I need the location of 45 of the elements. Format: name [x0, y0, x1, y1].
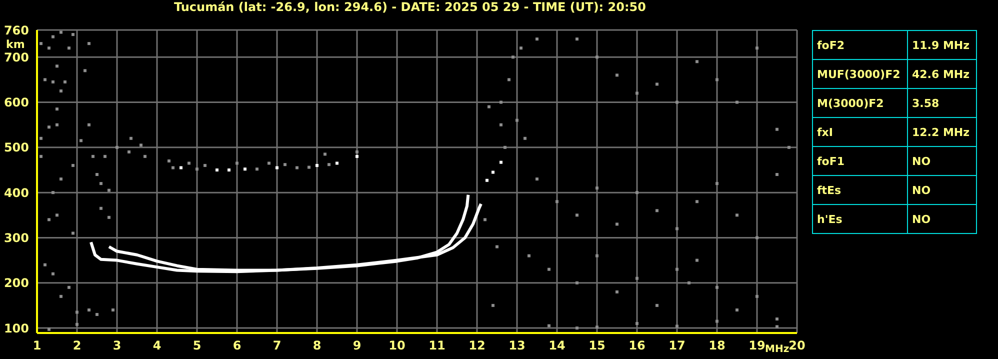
- x-tick-label: 20: [788, 338, 806, 353]
- chart-title: Tucumán (lat: -26.9, lon: 294.6) - DATE: 2025 05 29 - TIME (UT): 20:50: [173, 0, 647, 14]
- x-tick-label: 8: [312, 338, 322, 353]
- y-tick-label: 760: [4, 23, 29, 38]
- x-tick-label: 2: [72, 338, 82, 353]
- text: foF2: [812, 30, 908, 60]
- x-tick-label: 11: [428, 338, 446, 353]
- y-axis-title: km: [6, 38, 25, 51]
- y-tick-label: 200: [4, 276, 29, 290]
- x-tick-label: 19: [748, 338, 766, 353]
- x-tick-label: 7: [272, 338, 282, 353]
- x-tick-label: 12: [468, 338, 486, 353]
- y-tick-label: 500: [4, 140, 29, 155]
- x-tick-label: 6: [232, 338, 242, 353]
- text: h'Es: [812, 204, 908, 234]
- x-tick-label: 4: [152, 338, 162, 353]
- y-tick-label: 700: [4, 50, 29, 64]
- x-axis-title: MHz: [765, 344, 790, 355]
- y-tick-label: 400: [4, 186, 29, 200]
- x-tick-label: 1: [32, 338, 42, 353]
- text: fxI: [812, 118, 908, 146]
- x-tick-label: 18: [708, 338, 726, 353]
- x-tick-label: 14: [548, 338, 566, 353]
- text: M(3000)F2: [812, 88, 908, 118]
- x-tick-label: 9: [352, 338, 362, 353]
- x-tick-label: 16: [628, 338, 646, 353]
- x-tick-label: 15: [588, 338, 606, 353]
- y-tick-label: 600: [4, 96, 29, 110]
- y-tick-label: 300: [4, 230, 29, 245]
- text: NO: [908, 204, 976, 234]
- x-tick-label: 3: [112, 338, 122, 353]
- x-tick-label: 5: [192, 338, 202, 353]
- x-tick-label: 13: [508, 338, 526, 353]
- text: 42.6 MHz: [908, 60, 976, 88]
- text: foF1: [812, 146, 908, 176]
- text: 11.9 MHz: [908, 30, 976, 60]
- text: 12.2 MHz: [908, 118, 976, 146]
- text: 3.58: [908, 88, 976, 118]
- x-tick-label: 10: [388, 338, 406, 353]
- x-tick-label: 17: [668, 338, 686, 353]
- text: ftEs: [812, 176, 908, 204]
- text: MUF(3000)F2: [812, 60, 908, 88]
- text: NO: [908, 176, 976, 204]
- y-tick-label: 100: [4, 321, 29, 336]
- text: NO: [908, 146, 976, 176]
